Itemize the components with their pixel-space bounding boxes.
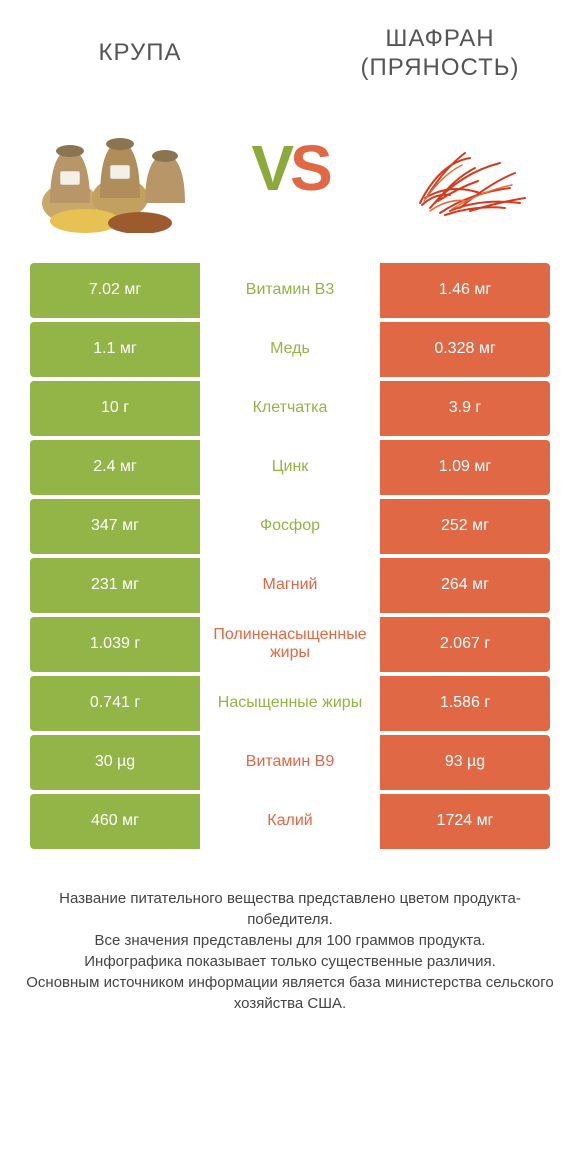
left-value: 1.1 мг <box>30 322 200 377</box>
left-value: 231 мг <box>30 558 200 613</box>
nutrient-label: Медь <box>200 322 380 377</box>
nutrient-label: Калий <box>200 794 380 849</box>
nutrient-label: Витамин B9 <box>200 735 380 790</box>
right-value: 93 µg <box>380 735 550 790</box>
nutrient-label: Цинк <box>200 440 380 495</box>
right-value: 1724 мг <box>380 794 550 849</box>
left-value: 347 мг <box>30 499 200 554</box>
nutrient-label: Витамин B3 <box>200 263 380 318</box>
left-value: 10 г <box>30 381 200 436</box>
right-value: 2.067 г <box>380 617 550 672</box>
nutrient-label: Магний <box>200 558 380 613</box>
right-value: 1.46 мг <box>380 263 550 318</box>
table-row: 2.4 мгЦинк1.09 мг <box>30 440 550 495</box>
right-product-title-2: (ПРЯНОСТЬ) <box>361 54 520 81</box>
left-product-image <box>30 103 200 233</box>
footer: Название питательного вещества представл… <box>0 853 580 1024</box>
table-row: 10 гКлетчатка3.9 г <box>30 381 550 436</box>
left-value: 30 µg <box>30 735 200 790</box>
nutrient-label: Клетчатка <box>200 381 380 436</box>
right-product-title-1: ШАФРАН <box>385 25 494 52</box>
right-value: 0.328 мг <box>380 322 550 377</box>
left-value: 2.4 мг <box>30 440 200 495</box>
table-row: 1.1 мгМедь0.328 мг <box>30 322 550 377</box>
footer-line-1: Название питательного вещества представл… <box>25 888 555 930</box>
footer-line-3: Инфографика показывает только существенн… <box>25 951 555 972</box>
left-value: 1.039 г <box>30 617 200 672</box>
table-row: 30 µgВитамин B993 µg <box>30 735 550 790</box>
table-row: 231 мгМагний264 мг <box>30 558 550 613</box>
nutrient-label: Насыщенные жиры <box>200 676 380 731</box>
left-value: 0.741 г <box>30 676 200 731</box>
right-value: 1.09 мг <box>380 440 550 495</box>
vs-label: VS <box>251 131 328 205</box>
table-row: 0.741 гНасыщенные жиры1.586 г <box>30 676 550 731</box>
left-value: 7.02 мг <box>30 263 200 318</box>
comparison-table: 7.02 мгВитамин B31.46 мг1.1 мгМедь0.328 … <box>30 263 550 849</box>
right-product-image <box>380 103 550 233</box>
vs-s: S <box>290 131 329 205</box>
header: КРУПА ШАФРАН (ПРЯНОСТЬ) <box>0 0 580 93</box>
right-value: 3.9 г <box>380 381 550 436</box>
table-row: 1.039 гПолиненасыщенные жиры2.067 г <box>30 617 550 672</box>
right-value: 1.586 г <box>380 676 550 731</box>
left-product-title: КРУПА <box>30 39 250 68</box>
right-value: 264 мг <box>380 558 550 613</box>
footer-line-4: Основным источником информации является … <box>25 972 555 1014</box>
vs-v: V <box>251 131 290 205</box>
table-row: 347 мгФосфор252 мг <box>30 499 550 554</box>
left-value: 460 мг <box>30 794 200 849</box>
images-row: VS <box>0 93 580 263</box>
table-row: 460 мгКалий1724 мг <box>30 794 550 849</box>
nutrient-label: Полиненасыщенные жиры <box>200 617 380 672</box>
right-value: 252 мг <box>380 499 550 554</box>
nutrient-label: Фосфор <box>200 499 380 554</box>
right-product-title: ШАФРАН (ПРЯНОСТЬ) <box>330 25 550 83</box>
table-row: 7.02 мгВитамин B31.46 мг <box>30 263 550 318</box>
footer-line-2: Все значения представлены для 100 граммо… <box>25 930 555 951</box>
